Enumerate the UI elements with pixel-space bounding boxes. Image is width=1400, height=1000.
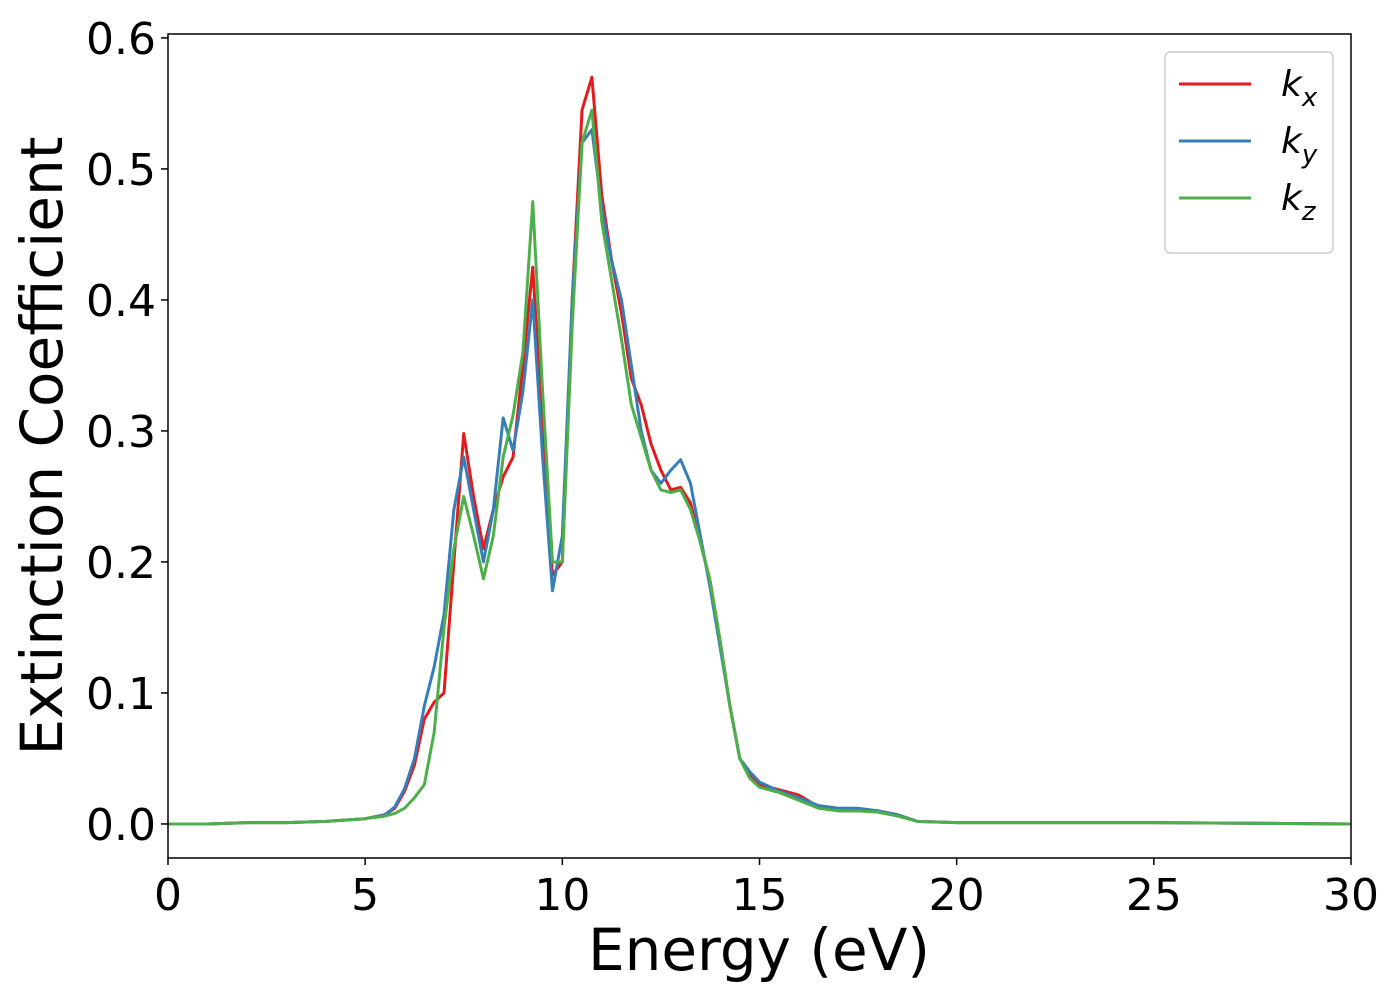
y-tick-label: 0.3	[86, 407, 156, 458]
y-tick-label: 0.2	[86, 538, 156, 589]
legend-label: kx	[1281, 64, 1318, 113]
y-axis-label: Extinction Coefficient	[8, 137, 76, 756]
x-tick-label: 15	[732, 870, 788, 921]
y-tick-label: 0.6	[86, 14, 156, 65]
x-tick-label: 5	[351, 870, 379, 921]
y-tick-label: 0.0	[86, 800, 156, 851]
plot-frame	[167, 33, 1352, 859]
x-tick-label: 10	[534, 870, 590, 921]
legend-label: kz	[1281, 178, 1317, 227]
y-tick-label: 0.5	[86, 145, 156, 196]
x-axis-label: Energy (eV)	[588, 916, 930, 984]
y-tick-label: 0.4	[86, 276, 156, 327]
x-tick-label: 25	[1126, 870, 1182, 921]
legend-label: ky	[1281, 121, 1318, 170]
x-tick-label: 0	[154, 870, 182, 921]
x-tick-label: 30	[1323, 870, 1379, 921]
data-line	[168, 108, 1351, 826]
legend-box	[1164, 51, 1334, 254]
x-tick-label: 20	[929, 870, 985, 921]
y-tick-label: 0.1	[86, 669, 156, 720]
